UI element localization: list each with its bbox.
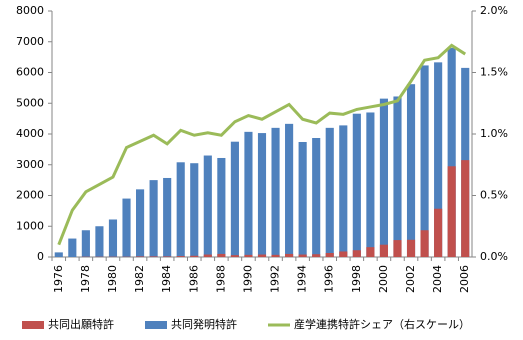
bar (325, 127, 334, 257)
bar (257, 254, 267, 257)
bar (379, 244, 388, 257)
bar (230, 141, 239, 257)
bar (136, 256, 145, 257)
bar (352, 250, 361, 257)
bar (203, 254, 212, 257)
bar (136, 189, 145, 257)
bar (285, 253, 294, 257)
bar (230, 255, 239, 257)
bar (312, 137, 321, 257)
x-tick-label: 1984 (160, 265, 173, 293)
bar (393, 96, 402, 257)
bar (203, 155, 212, 257)
bar (149, 256, 158, 257)
legend-label: 共同出願特許 (48, 317, 114, 331)
y-tick-label: 0 (37, 250, 44, 263)
legend-label: 共同発明特許 (171, 317, 237, 331)
bar (149, 180, 158, 257)
bar (176, 256, 185, 257)
bar (68, 238, 77, 257)
x-tick-label: 1980 (106, 265, 119, 293)
line (57, 43, 467, 246)
bar (339, 251, 348, 257)
x-tick-label: 1982 (133, 265, 146, 293)
y2-tick-label: 0.5% (480, 189, 508, 202)
bar (298, 141, 307, 257)
bar (108, 219, 118, 257)
y-tick-label: 6000 (16, 66, 44, 79)
y2-tick-label: 1.0% (480, 127, 508, 140)
bar (271, 254, 280, 257)
bar (406, 239, 416, 257)
bar (217, 253, 226, 257)
bar (217, 157, 226, 257)
legend-swatch (145, 321, 167, 329)
bar (434, 208, 443, 257)
bar (163, 177, 172, 257)
bar (447, 166, 456, 257)
bar (393, 240, 402, 257)
bar (244, 254, 253, 257)
legend-swatch (22, 321, 44, 329)
bar (325, 253, 334, 257)
x-tick-label: 2000 (377, 265, 390, 293)
x-tick-label: 1994 (296, 265, 309, 293)
bar (190, 255, 199, 257)
bar (379, 98, 388, 257)
bar (447, 47, 456, 258)
y-tick-label: 2000 (16, 189, 44, 202)
x-tick-label: 1992 (269, 265, 282, 293)
bar (406, 84, 416, 257)
bar (163, 256, 172, 257)
bar (122, 198, 131, 257)
bar (257, 133, 267, 257)
bar (176, 162, 185, 257)
bar (81, 230, 90, 257)
x-tick-label: 2006 (458, 265, 471, 293)
bar (271, 127, 280, 257)
bar (420, 65, 429, 258)
y2-tick-label: 1.5% (480, 66, 508, 79)
bar (366, 112, 375, 257)
bar (352, 113, 361, 257)
bar (285, 123, 294, 257)
y2-tick-label: 2.0% (480, 4, 508, 17)
x-tick-label: 1976 (52, 265, 65, 293)
bar (95, 226, 104, 257)
x-tick-label: 2004 (431, 265, 444, 293)
bar (434, 62, 443, 257)
bar (366, 247, 375, 257)
y-tick-label: 7000 (16, 35, 44, 48)
bar (420, 230, 429, 257)
x-tick-label: 1990 (241, 265, 254, 293)
bar (190, 163, 199, 257)
bar (461, 160, 470, 257)
y-tick-label: 1000 (16, 219, 44, 232)
y-tick-label: 5000 (16, 96, 44, 109)
x-tick-label: 2002 (404, 265, 417, 293)
bar (244, 131, 253, 257)
x-tick-label: 1988 (214, 265, 227, 293)
bar (298, 254, 307, 257)
legend-label: 産学連携特許シェア（右スケール） (294, 317, 470, 331)
x-tick-label: 1996 (323, 265, 336, 293)
x-tick-label: 1986 (187, 265, 200, 293)
x-tick-label: 1978 (79, 265, 92, 293)
y-tick-label: 4000 (16, 127, 44, 140)
bar (312, 254, 321, 257)
bar (54, 252, 63, 257)
bar (339, 125, 348, 257)
y-tick-label: 3000 (16, 158, 44, 171)
y-tick-label: 8000 (16, 4, 44, 17)
y2-tick-label: 0.0% (480, 250, 508, 263)
x-tick-label: 1998 (350, 265, 363, 293)
